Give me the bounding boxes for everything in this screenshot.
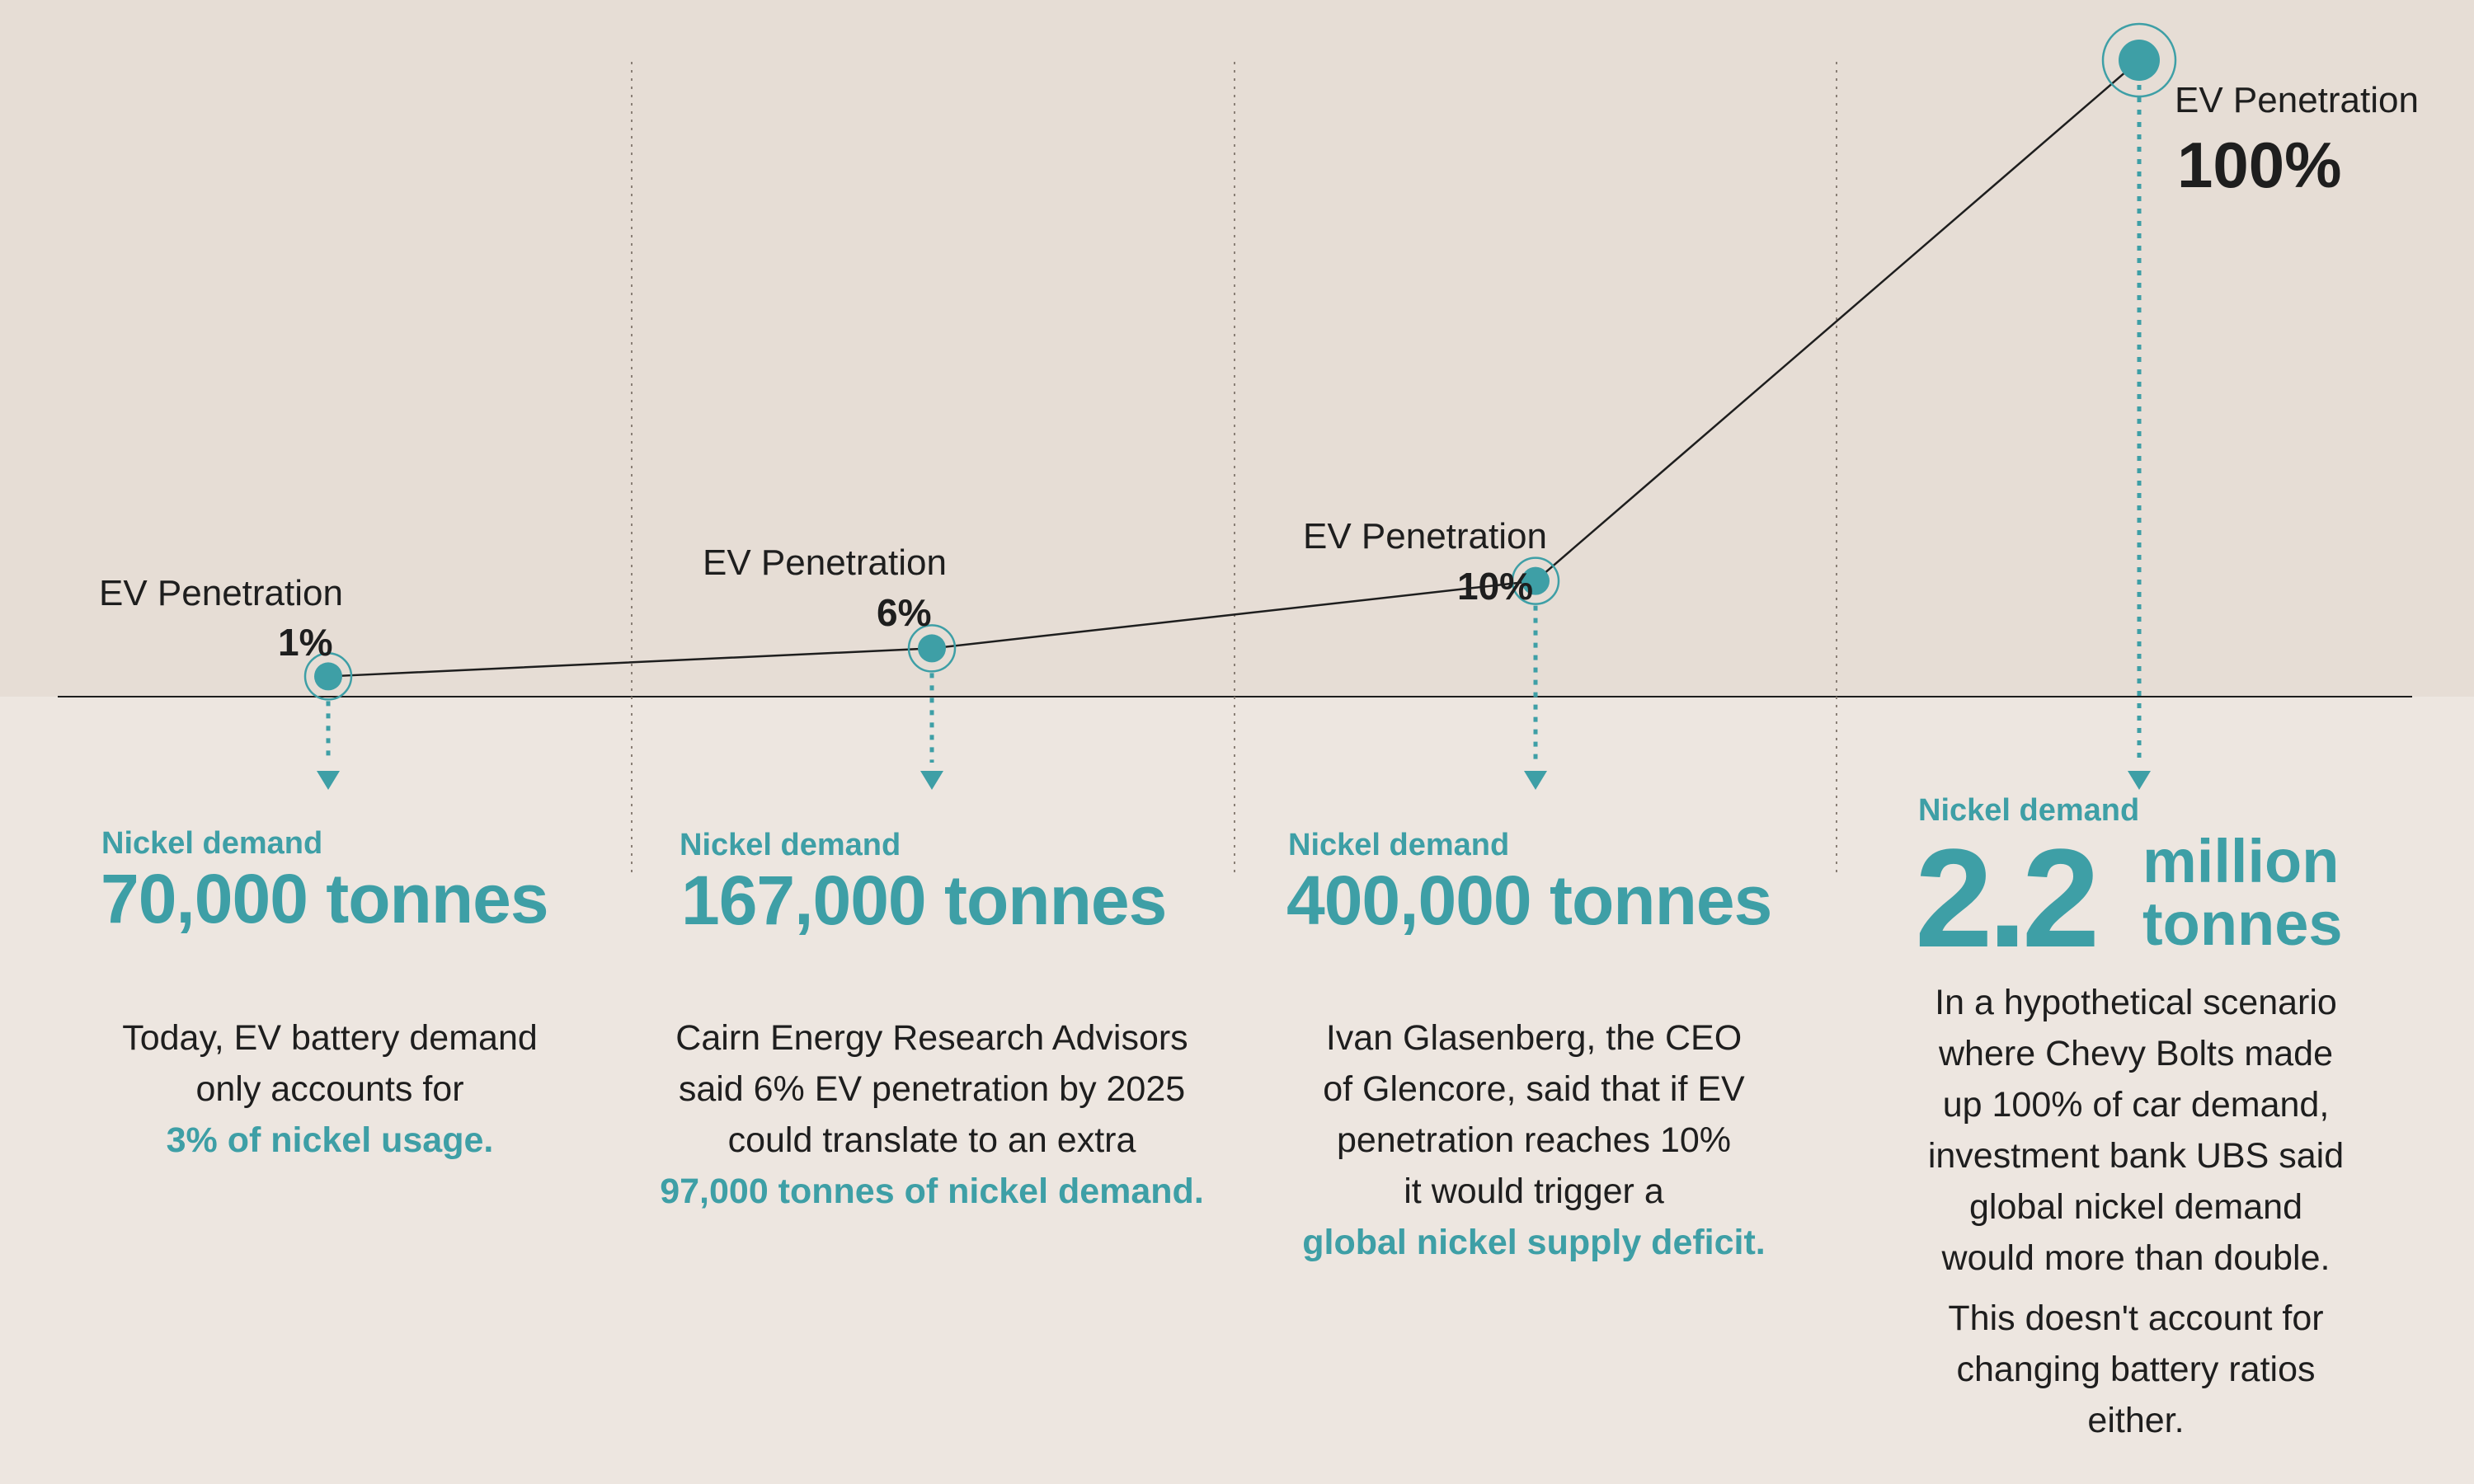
ev-penetration-value: 1% <box>278 621 333 664</box>
nickel-demand-amount: 400,000 tonnes <box>1286 862 1772 939</box>
description-line: global nickel demand <box>1969 1187 2302 1227</box>
data-point <box>314 662 342 691</box>
nickel-demand-number: 2.2 <box>1915 820 2100 977</box>
stage-description: Ivan Glasenberg, the CEO of Glencore, sa… <box>1237 1012 1831 1268</box>
description-line: up 100% of car demand, <box>1942 1085 2330 1125</box>
stage-description: In a hypothetical scenario where Chevy B… <box>1864 977 2408 1284</box>
nickel-demand-label: Nickel demand <box>101 826 323 861</box>
footnote-line: This doesn't account for <box>1948 1298 2324 1338</box>
data-point-ring <box>2101 22 2177 98</box>
description-line: Ivan Glasenberg, the CEO <box>1325 1018 1743 1058</box>
nickel-demand-unit-million: million <box>2142 827 2340 895</box>
ev-penetration-label: EV Penetration <box>1303 516 1547 556</box>
data-point-ring <box>1511 556 1560 605</box>
stage-footnote: This doesn't account for changing batter… <box>1864 1293 2408 1446</box>
description-highlight: 97,000 tonnes of nickel demand. <box>660 1172 1204 1211</box>
drop-arrow-head <box>317 771 340 790</box>
drop-arrow-head <box>1524 771 1547 790</box>
description-line: where Chevy Bolts made <box>1939 1034 2333 1073</box>
drop-arrow-head <box>2128 771 2151 790</box>
ev-penetration-value: 6% <box>877 591 932 634</box>
description-highlight: global nickel supply deficit. <box>1302 1223 1766 1262</box>
data-point <box>2119 40 2160 81</box>
nickel-demand-amount: 167,000 tonnes <box>681 862 1167 939</box>
series-line <box>327 59 2140 678</box>
nickel-demand-unit-tonnes: tonnes <box>2142 890 2343 958</box>
stage-description: Today, EV battery demand only accounts f… <box>66 1012 594 1166</box>
description-line: In a hypothetical scenario <box>1935 983 2337 1022</box>
description-line: Cairn Energy Research Advisors <box>675 1018 1188 1058</box>
data-point-ring <box>907 624 957 673</box>
description-line: only accounts for <box>195 1069 464 1109</box>
stage-description: Cairn Energy Research Advisors said 6% E… <box>635 1012 1229 1217</box>
ev-penetration-label: EV Penetration <box>2175 80 2419 120</box>
description-line: would more than double. <box>1941 1238 2331 1278</box>
footnote-line: changing battery ratios <box>1956 1350 2316 1389</box>
description-highlight: 3% of nickel usage. <box>166 1120 494 1160</box>
ev-penetration-value: 100% <box>2177 129 2342 201</box>
footnote-line: either. <box>2087 1401 2185 1440</box>
description-line: said 6% EV penetration by 2025 <box>678 1069 1186 1109</box>
drop-arrow-head <box>920 771 943 790</box>
nickel-demand-label: Nickel demand <box>680 828 901 862</box>
description-line: Today, EV battery demand <box>122 1018 538 1058</box>
description-line: it would trigger a <box>1404 1172 1664 1211</box>
ev-penetration-value: 10% <box>1457 565 1534 608</box>
data-point <box>918 634 946 663</box>
data-point-ring <box>303 652 353 701</box>
ev-penetration-label: EV Penetration <box>99 573 343 613</box>
nickel-demand-label: Nickel demand <box>1288 828 1510 862</box>
nickel-demand-amount: 70,000 tonnes <box>101 860 549 937</box>
upper-background <box>0 0 2474 697</box>
description-line: penetration reaches 10% <box>1336 1120 1732 1160</box>
data-point <box>1522 566 1550 595</box>
description-line: could translate to an extra <box>727 1120 1136 1160</box>
ev-penetration-label: EV Penetration <box>703 542 947 583</box>
description-line: of Glencore, said that if EV <box>1323 1069 1745 1109</box>
description-line: investment bank UBS said <box>1927 1136 2345 1176</box>
nickel-demand-label: Nickel demand <box>1918 793 2140 828</box>
